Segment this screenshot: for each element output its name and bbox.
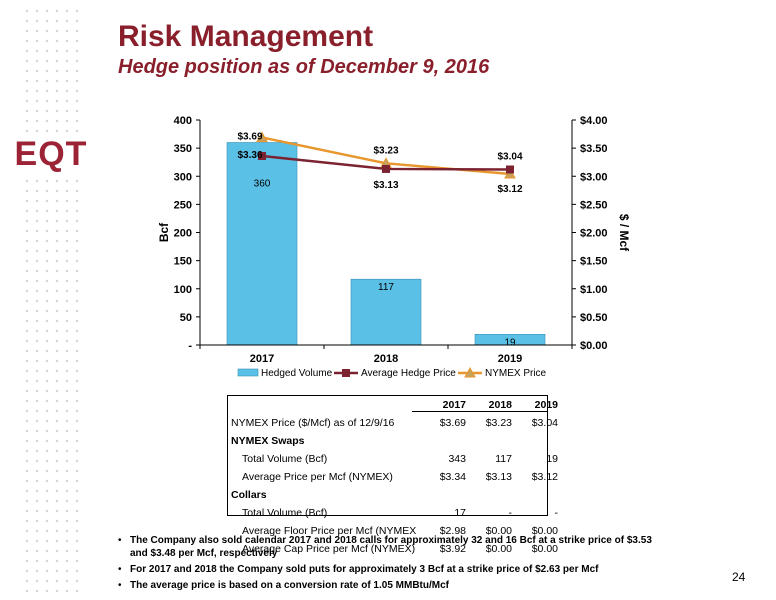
y-axis-title-left: Bcf [157,222,171,242]
x-tick-label: 2019 [498,353,522,365]
legend-marker-average-hedge-price [342,369,350,377]
nymex-data-label: $3.23 [373,145,398,156]
table-header-row: 2017 2018 2019 [228,396,561,414]
logo-text: EQT [14,134,88,173]
point-average-hedge-price [258,152,266,160]
table-row: NYMEX Swaps [228,432,561,450]
footnote: The Company also sold calendar 2017 and … [118,534,658,560]
table-border [227,395,548,516]
row-label: Total Volume (Bcf) [242,507,328,519]
row-label: NYMEX Swaps [231,435,305,447]
nymex-data-label: $3.69 [237,131,262,142]
page-subtitle: Hedge position as of December 9, 2016 [118,56,490,78]
nymex-data-label: $3.04 [497,152,522,163]
table-header-underline [412,411,548,412]
bar-hedged-volume [226,142,298,346]
row-value: 343 [448,453,466,465]
footnote: The average price is based on a conversi… [118,579,658,592]
row-value: 19 [546,453,558,465]
point-average-hedge-price [506,165,514,174]
footnotes: The Company also sold calendar 2017 and … [118,534,658,595]
bar-hedged-volume [350,278,422,346]
row-value: $3.04 [531,417,558,429]
y-tick-label-left: 400 [174,115,192,127]
row-value: $3.13 [485,471,512,483]
y-tick-label-right: $2.50 [580,199,608,211]
row-value: $3.69 [439,417,466,429]
y-tick-label-right: $1.00 [580,284,608,296]
row-label: NYMEX Price ($/Mcf) as of 12/9/16 [231,417,395,429]
point-average-hedge-price [382,164,390,173]
row-value [423,486,469,504]
table-row: NYMEX Price ($/Mcf) as of 12/9/16 $3.69 $3… [228,414,561,432]
row-value [423,432,469,450]
row-value [469,432,515,450]
row-value: $3.34 [439,471,466,483]
table-header-2018: 2018 [488,399,512,411]
bar-data-label: 117 [378,282,394,293]
row-label: Total Volume (Bcf) [242,453,328,465]
hedge-chart: - 50 100 150 200 250 300 350 400 $0.00 $0.50 $1.00 $… [157,115,631,379]
legend-label-hedged-volume: Hedged Volume [261,368,333,379]
row-value: $3.23 [485,417,512,429]
y-tick-label-left: 200 [174,228,192,240]
y-tick-label-right: $3.50 [580,143,608,155]
eqt-logo: EQT [10,132,92,176]
row-value [469,486,515,504]
x-tick-label: 2017 [250,353,274,365]
y-axis-title-right: $ / Mcf [617,214,631,252]
avg-hedge-data-label: $3.13 [373,180,398,191]
y-tick-label-right: $1.50 [580,256,608,268]
dot-pattern-decoration [22,6,86,596]
x-tick-label: 2018 [374,353,398,365]
y-tick-label-left: 300 [174,171,192,183]
table-header-blank [228,396,423,414]
y-tick-label-left: 350 [174,143,192,155]
table-row: Total Volume (Bcf) 17 - - [228,504,561,522]
row-value: 17 [454,507,466,519]
row-value: - [554,507,559,519]
y-tick-label-left: 150 [174,256,192,268]
y-tick-label-left: - [188,340,192,352]
table-header-2017: 2017 [442,399,466,411]
row-value: $3.12 [531,471,558,483]
page-title: Risk Management [118,20,374,53]
legend-label-average-hedge-price: Average Hedge Price [361,368,456,379]
y-tick-label-left: 100 [174,284,192,296]
avg-hedge-data-label: $3.36 [237,150,262,161]
table-header-2019: 2019 [534,399,558,411]
avg-hedge-data-label: $3.12 [497,184,522,195]
table-row: Average Price per Mcf (NYMEX) $3.34 $3.13 $… [228,468,561,486]
y-tick-label-right: $4.00 [580,115,608,127]
y-tick-label-right: $2.00 [580,228,608,240]
y-tick-label-left: 50 [180,312,192,324]
y-tick-label-right: $0.50 [580,312,608,324]
row-value: 117 [495,453,512,465]
row-label: Collars [231,489,267,501]
table-row: Collars [228,486,561,504]
legend-swatch-hedged-volume [237,368,259,377]
bar-data-label: 360 [254,179,271,190]
y-tick-label-left: 250 [174,199,192,211]
point-nymex-price [256,131,268,142]
row-value [515,432,561,450]
row-label: Average Price per Mcf (NYMEX) [242,471,393,483]
y-tick-label-right: $0.00 [580,340,608,352]
footnote: For 2017 and 2018 the Company sold puts … [118,563,658,576]
page-number: 24 [732,570,746,584]
legend-label-nymex-price: NYMEX Price [485,368,547,379]
legend-marker-nymex-price [464,366,476,378]
row-value [515,486,561,504]
row-value: - [508,507,513,519]
table-row: Total Volume (Bcf) 343 117 19 [228,450,561,468]
bar-data-label: 19 [504,337,516,348]
y-tick-label-right: $3.00 [580,171,608,183]
